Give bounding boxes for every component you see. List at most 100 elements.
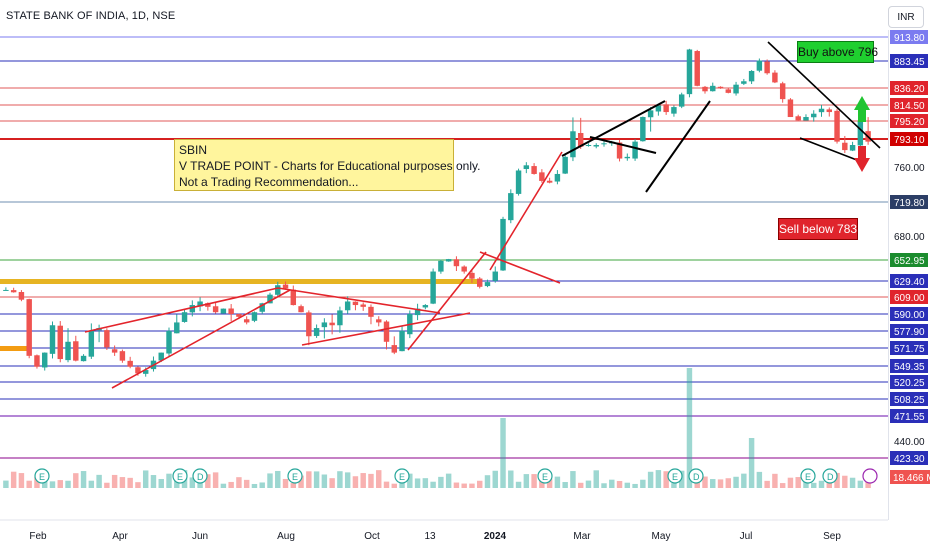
price-label: 577.90: [894, 327, 925, 338]
volume-bar: [671, 483, 677, 488]
volume-bar: [18, 473, 25, 488]
candle-body: [795, 116, 801, 121]
candle-body: [469, 272, 475, 279]
volume-bar: [453, 482, 460, 488]
candle-body: [616, 142, 623, 159]
up-arrow: [854, 96, 870, 122]
volume-bar: [329, 478, 335, 488]
candle-body: [337, 310, 343, 326]
event-badge-letter: D: [197, 472, 204, 482]
volume-bar: [166, 473, 172, 488]
event-badge: [688, 468, 704, 484]
volume-bar: [376, 470, 382, 488]
candle-body: [585, 145, 592, 147]
event-badge-letter: E: [672, 472, 678, 482]
volume-bar: [523, 474, 530, 488]
volume-bar: [570, 471, 576, 488]
price-label-bg: [890, 375, 928, 389]
candle-body: [577, 133, 584, 147]
candle-body: [671, 107, 677, 114]
price-label: 629.40: [894, 277, 925, 288]
candle-body: [243, 319, 250, 323]
volume-bar: [834, 472, 840, 488]
price-label-bg: [890, 290, 928, 304]
event-badge: [394, 468, 410, 484]
candle-body: [65, 341, 71, 361]
volume-bar: [321, 474, 328, 488]
candle-body: [290, 289, 297, 306]
candle-body: [360, 304, 366, 307]
volume-bar: [741, 473, 747, 488]
candle-body: [515, 170, 522, 194]
volume-bar: [577, 482, 584, 488]
candle-body: [741, 81, 747, 84]
volume-bar: [818, 480, 825, 488]
candle-body: [764, 61, 770, 74]
candle-body: [306, 312, 312, 337]
candle-body: [842, 142, 848, 151]
volume-bar: [562, 482, 568, 488]
volume-bar: [624, 482, 631, 488]
time-tick: May: [652, 531, 671, 542]
volume-bar: [80, 471, 87, 488]
event-badge-letter: D: [827, 472, 834, 482]
candle-body: [733, 84, 739, 94]
currency-selector[interactable]: INR: [888, 6, 924, 28]
candle-body: [570, 131, 576, 158]
volume-bar: [10, 471, 17, 488]
volume-bar: [710, 479, 716, 488]
candle-body: [640, 117, 646, 142]
price-label: 883.45: [894, 57, 925, 68]
price-label: 913.80: [894, 33, 925, 44]
candle-body: [205, 303, 211, 307]
candle-body: [422, 305, 429, 308]
volume-bar: [733, 476, 739, 488]
candle-body: [352, 301, 359, 306]
candle-body: [717, 86, 724, 89]
candle-body: [251, 312, 258, 321]
price-label: 590.00: [894, 310, 925, 321]
price-label: 609.00: [894, 293, 925, 304]
volume-bar: [73, 473, 79, 488]
candle-body: [127, 360, 133, 367]
time-tick: Feb: [29, 531, 47, 542]
volume-bar: [717, 479, 724, 488]
candle-body: [376, 319, 382, 323]
volume-bar: [640, 479, 646, 488]
event-badge: [34, 468, 50, 484]
candle-body: [34, 355, 40, 367]
trendlines: [84, 41, 881, 389]
candle-body: [663, 104, 669, 113]
note-line: V TRADE POINT - Charts for Educational p…: [179, 159, 481, 173]
candle-body: [430, 271, 436, 304]
volume-bar: [306, 471, 312, 488]
volume-bar: [298, 475, 304, 488]
price-label: 571.75: [894, 344, 925, 355]
candle-body: [26, 299, 32, 356]
price-tick: 440.00: [894, 437, 925, 448]
lightning-icon: [862, 468, 878, 484]
volume-bar: [601, 483, 607, 488]
volume-label-bg: [890, 470, 930, 484]
volume-bar: [849, 477, 856, 488]
sell-label: Sell below 783: [778, 218, 858, 240]
trendline: [489, 151, 563, 271]
volume-bar: [127, 477, 133, 488]
volume-bar: [616, 480, 623, 488]
candle-body: [655, 105, 662, 112]
candle-body: [624, 156, 631, 159]
axis-separator: [888, 30, 889, 520]
price-label-bg: [890, 253, 928, 267]
volume-bar: [174, 478, 180, 488]
event-badge-letter: E: [805, 472, 811, 482]
candle-body: [80, 355, 87, 362]
candle-body: [849, 145, 856, 151]
candle-body: [554, 173, 561, 182]
candle-body: [368, 306, 374, 317]
candle-body: [508, 193, 514, 221]
price-label-bg: [890, 409, 928, 423]
candle-body: [539, 172, 545, 181]
candle-body: [329, 322, 335, 326]
time-tick: Aug: [277, 531, 295, 542]
